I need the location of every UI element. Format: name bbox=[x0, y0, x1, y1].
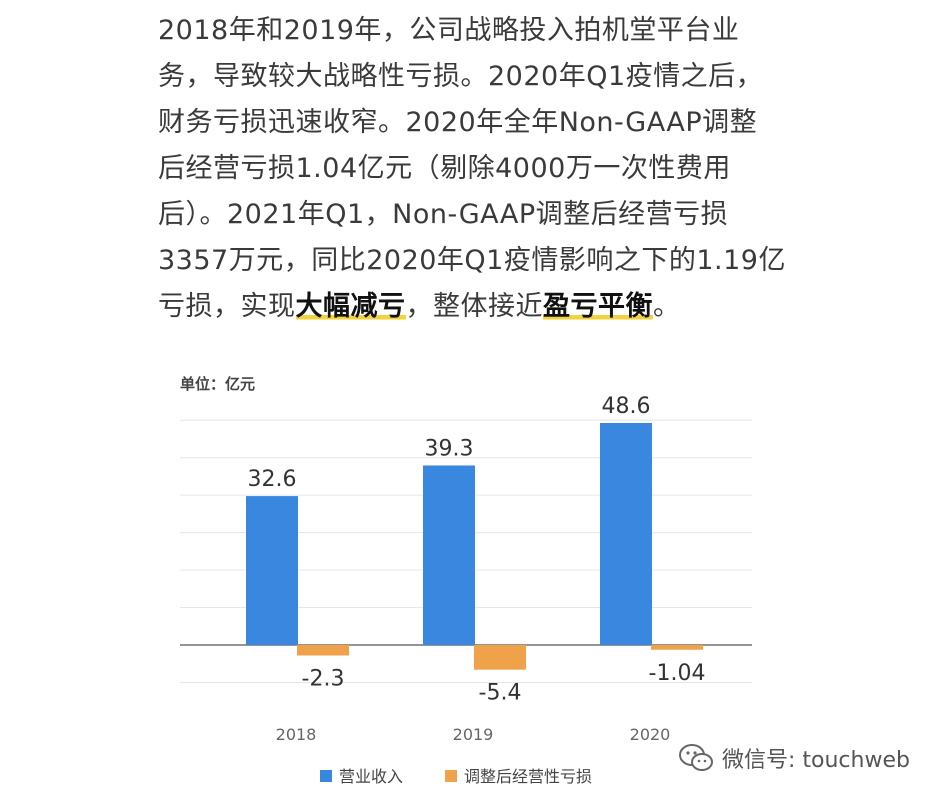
legend-swatch bbox=[320, 770, 332, 782]
revenue-bar bbox=[600, 423, 652, 645]
article-line: 亏损，实现大幅减亏，整体接近盈亏平衡。 bbox=[158, 284, 778, 330]
data-label: -1.04 bbox=[649, 661, 706, 686]
article-line: 后经营亏损1.04亿元（剔除4000万一次性费用 bbox=[158, 146, 778, 192]
highlighted-phrase: 盈亏平衡 bbox=[543, 291, 653, 322]
data-label: 48.6 bbox=[602, 394, 651, 419]
text-segment: 2018年和2019年，公司战略投入拍机堂平台业 bbox=[158, 15, 740, 46]
text-segment: 后）。2021年Q1，Non-GAAP调整后经营亏损 bbox=[158, 199, 729, 230]
category-label: 2020 bbox=[630, 725, 671, 744]
article-text: 2018年和2019年，公司战略投入拍机堂平台业 务，导致较大战略性亏损。2020… bbox=[158, 8, 785, 330]
article-line: 务，导致较大战略性亏损。2020年Q1疫情之后， bbox=[158, 54, 778, 100]
data-label: -2.3 bbox=[302, 667, 345, 692]
unit-label: 单位：亿元 bbox=[180, 375, 255, 393]
legend-swatch bbox=[445, 770, 457, 782]
text-segment: 亏损，实现 bbox=[158, 291, 296, 322]
data-label: -5.4 bbox=[479, 681, 522, 706]
category-label: 2018 bbox=[276, 725, 317, 744]
article-line: 2018年和2019年，公司战略投入拍机堂平台业 bbox=[158, 8, 778, 54]
watermark: 微信号: touchweb bbox=[678, 742, 910, 774]
text-segment: 3357万元，同比2020年Q1疫情影响之下的1.19亿 bbox=[158, 245, 786, 276]
text-segment: 。 bbox=[653, 291, 681, 322]
loss-bar bbox=[474, 645, 526, 670]
category-label: 2019 bbox=[453, 725, 494, 744]
article-line: 后）。2021年Q1，Non-GAAP调整后经营亏损 bbox=[158, 192, 778, 238]
article-line: 3357万元，同比2020年Q1疫情影响之下的1.19亿 bbox=[158, 238, 785, 284]
loss-bar bbox=[651, 645, 703, 650]
legend-label: 调整后经营性亏损 bbox=[464, 767, 592, 786]
text-segment: 务，导致较大战略性亏损。2020年Q1疫情之后， bbox=[158, 61, 764, 92]
data-label: 32.6 bbox=[248, 467, 297, 492]
watermark-text: 微信号: touchweb bbox=[722, 748, 910, 773]
text-segment: ，整体接近 bbox=[405, 291, 543, 322]
text-segment: 后经营亏损1.04亿元（剔除4000万一次性费用 bbox=[158, 153, 731, 184]
revenue-bar bbox=[246, 496, 298, 645]
highlighted-phrase: 大幅减亏 bbox=[295, 291, 406, 322]
wechat-icon bbox=[679, 744, 713, 771]
legend-label: 营业收入 bbox=[339, 767, 403, 786]
article-line: 财务亏损迅速收窄。2020年全年Non-GAAP调整 bbox=[158, 100, 778, 146]
data-label: 39.3 bbox=[425, 436, 474, 461]
revenue-bar bbox=[423, 465, 475, 645]
text-segment: 财务亏损迅速收窄。2020年全年Non-GAAP调整 bbox=[158, 107, 758, 138]
loss-bar bbox=[297, 645, 349, 656]
